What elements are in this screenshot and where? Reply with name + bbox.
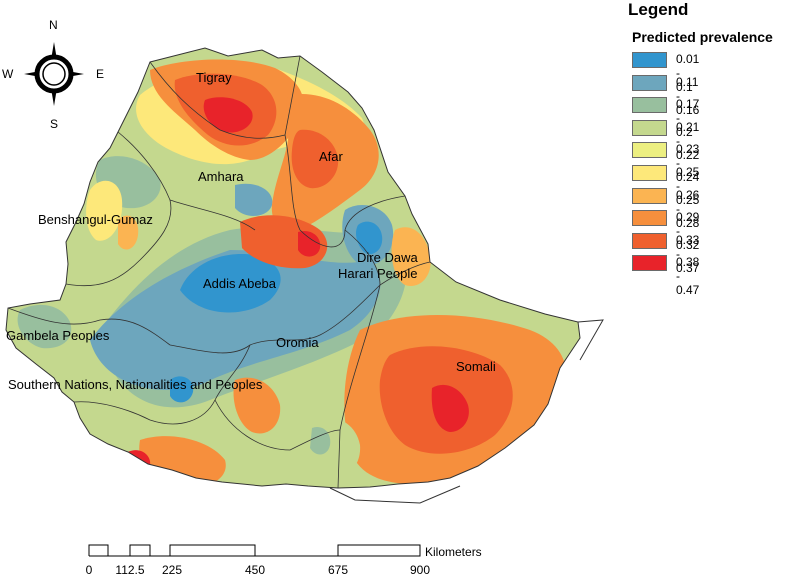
legend-swatch: [632, 210, 667, 227]
legend-item-label: 0.38 - 0.47: [676, 255, 700, 298]
legend-swatch: [632, 97, 667, 114]
legend-swatch: [632, 142, 667, 159]
neighbor-boundary-east: [577, 319, 604, 361]
legend-swatch: [632, 74, 667, 91]
legend-item-label: 0.23 - 0.24: [676, 142, 700, 185]
legend-item-label: 0.25 - 0.25: [676, 164, 700, 207]
region-label-benshangul: Benshangul-Gumaz: [38, 212, 153, 227]
legend-item-label: 0.21 - 0.22: [676, 119, 700, 162]
legend-item-label: 0.01 - 0.1: [676, 52, 700, 94]
region-boundaries: [7, 55, 431, 489]
legend-item-label: 0.11 - 0.16: [676, 74, 700, 117]
compass-east-label: E: [96, 67, 105, 81]
compass-north-label: N: [49, 18, 58, 32]
region-label-harari: Harari People: [338, 266, 418, 281]
legend-swatch: [632, 232, 667, 249]
region-label-gambela: Gambela Peoples: [6, 328, 110, 343]
legend-swatch: [632, 255, 667, 272]
legend-title: Legend: [628, 0, 689, 19]
compass-rose-icon: [24, 42, 84, 106]
scale-bar: [88, 544, 421, 557]
region-label-snnp: Southern Nations, Nationalities and Peop…: [8, 377, 263, 392]
scale-tick-label: 0: [86, 563, 93, 575]
legend-item-label: 0.29 - 0.32: [676, 210, 700, 253]
legend-item-label: 0.17 - 0.2: [676, 97, 700, 140]
scale-tick-label: 900: [410, 563, 430, 575]
region-label-afar: Afar: [319, 149, 344, 164]
region-label-oromia: Oromia: [276, 335, 319, 350]
scale-unit-label: Kilometers: [425, 545, 482, 559]
legend-swatch: [632, 187, 667, 204]
country-outline: [5, 47, 581, 489]
region-label-somali: Somali: [456, 359, 496, 374]
legend-subtitle: Predicted prevalence: [632, 29, 773, 45]
legend-item-label: 0.26 - 0.28: [676, 187, 700, 230]
scale-tick-label: 675: [328, 563, 348, 575]
legend-swatch: [632, 52, 667, 68]
compass-south-label: S: [50, 117, 59, 131]
region-label-tigray: Tigray: [196, 70, 232, 85]
scale-tick-label: 112.5: [115, 563, 144, 575]
legend-swatch: [632, 164, 667, 181]
prevalence-surface: [6, 48, 580, 488]
neighbor-boundary-south: [329, 485, 461, 504]
region-label-dire-dawa: Dire Dawa: [357, 250, 418, 265]
region-label-amhara: Amhara: [198, 169, 244, 184]
scale-tick-label: 225: [162, 563, 182, 575]
legend-item-label: 0.33 - 0.37: [676, 232, 700, 275]
region-label-addis-abeba: Addis Abeba: [203, 276, 277, 291]
compass-west-label: W: [2, 67, 14, 81]
legend-swatch: [632, 119, 667, 136]
scale-tick-label: 450: [245, 563, 265, 575]
